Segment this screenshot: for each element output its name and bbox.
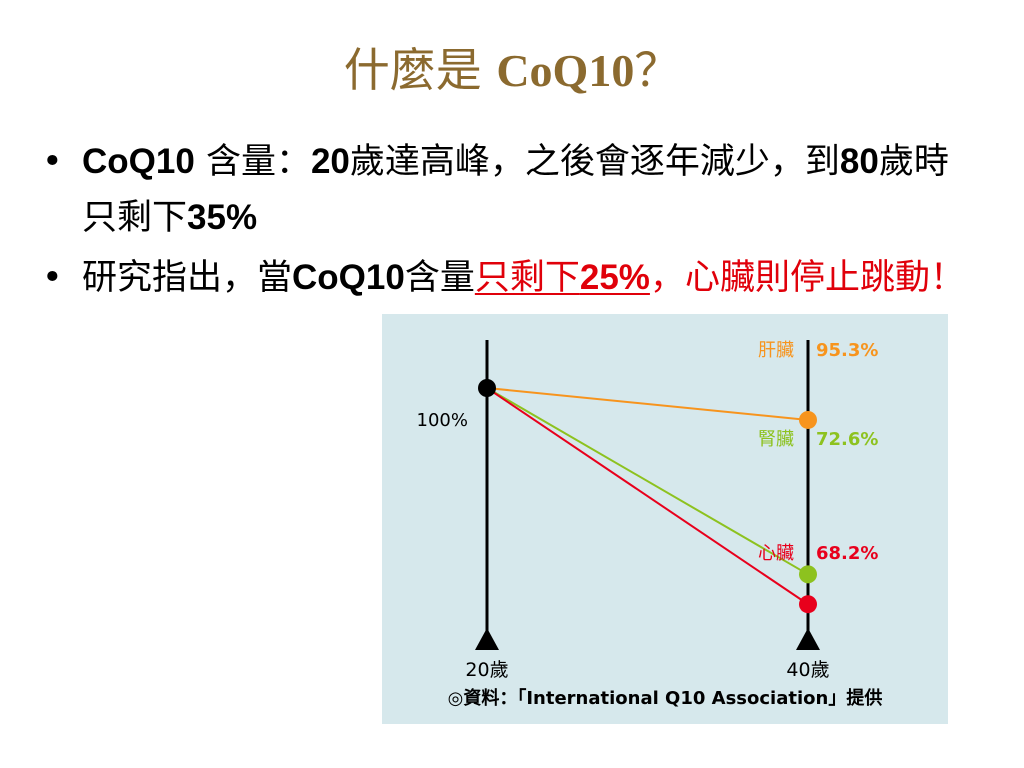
series-name-label: 肝臟 (758, 340, 794, 361)
series-value-label: 95.3% (816, 340, 878, 361)
title-cjk: 什麼是 (343, 43, 482, 97)
series-line-1 (486, 387, 809, 421)
start-point (478, 379, 496, 397)
series-end-point-1 (799, 410, 817, 429)
b1-content: 含量： (205, 142, 311, 182)
b2-content: 含量 (404, 258, 475, 298)
series-end-point-3 (799, 595, 817, 614)
series-value-label: 68.2% (816, 543, 878, 564)
slide-title: 什麼是 CoQ10？ (0, 34, 1024, 100)
title-latin: CoQ10 (496, 45, 635, 96)
b2-heart-stops: 心臟則停止跳動！ (684, 258, 965, 298)
x-tick-label: 20歲 (465, 659, 508, 681)
b1-text2: 歲時只剩下 (82, 142, 949, 238)
start-value-label: 100% (417, 410, 468, 431)
series-line-3 (486, 387, 809, 606)
b1-coq10: CoQ10 (82, 142, 195, 181)
b1-age20: 20 (310, 142, 350, 181)
b2-remaining: 只剩下 (474, 258, 580, 298)
series-name-label: 腎臟 (758, 429, 794, 450)
axis-triangle-2 (796, 628, 820, 650)
bullet-dot: • (42, 142, 63, 182)
chart-panel: 20歲 40歲 100% 肝臟 95.3% 腎臟 72.6% 心臟 68.2% ◎資料：「Int… (382, 314, 948, 724)
coq10-chart: 20歲 40歲 100% 肝臟 95.3% 腎臟 72.6% 心臟 68.2% ◎資料：「Int… (417, 340, 883, 709)
series-line-2 (486, 387, 809, 576)
b2-text: 研究指出，當 (82, 258, 293, 298)
b2-coq10: CoQ10 (292, 258, 405, 297)
b1-pct: 35% (187, 198, 258, 237)
bullet-dot: • (42, 258, 63, 298)
bullet-2: • 研究指出，當CoQ10含量只剩下25%，心臟則停止跳動！ (42, 250, 982, 306)
series-value-label: 72.6% (816, 429, 878, 450)
b2-pct: 25% (579, 258, 650, 297)
source-note: ◎資料：「International Q10 Association」提供 (448, 687, 883, 709)
series-end-point-2 (799, 565, 817, 584)
series-name-label: 心臟 (758, 543, 794, 564)
bullet-list: • CoQ10 含量：20歲達高峰，之後會逐年減少，到80歲時只剩下35% • … (42, 134, 982, 306)
bullet-1: • CoQ10 含量：20歲達高峰，之後會逐年減少，到80歲時只剩下35% (42, 134, 982, 246)
x-tick-label: 40歲 (786, 659, 829, 681)
b2-comma: ， (649, 258, 685, 298)
title-question: ？ (634, 43, 681, 97)
b1-age80: 80 (839, 142, 879, 181)
b1-text: 歲達高峰，之後會逐年減少，到 (349, 142, 840, 182)
axis-triangle-1 (475, 628, 499, 650)
